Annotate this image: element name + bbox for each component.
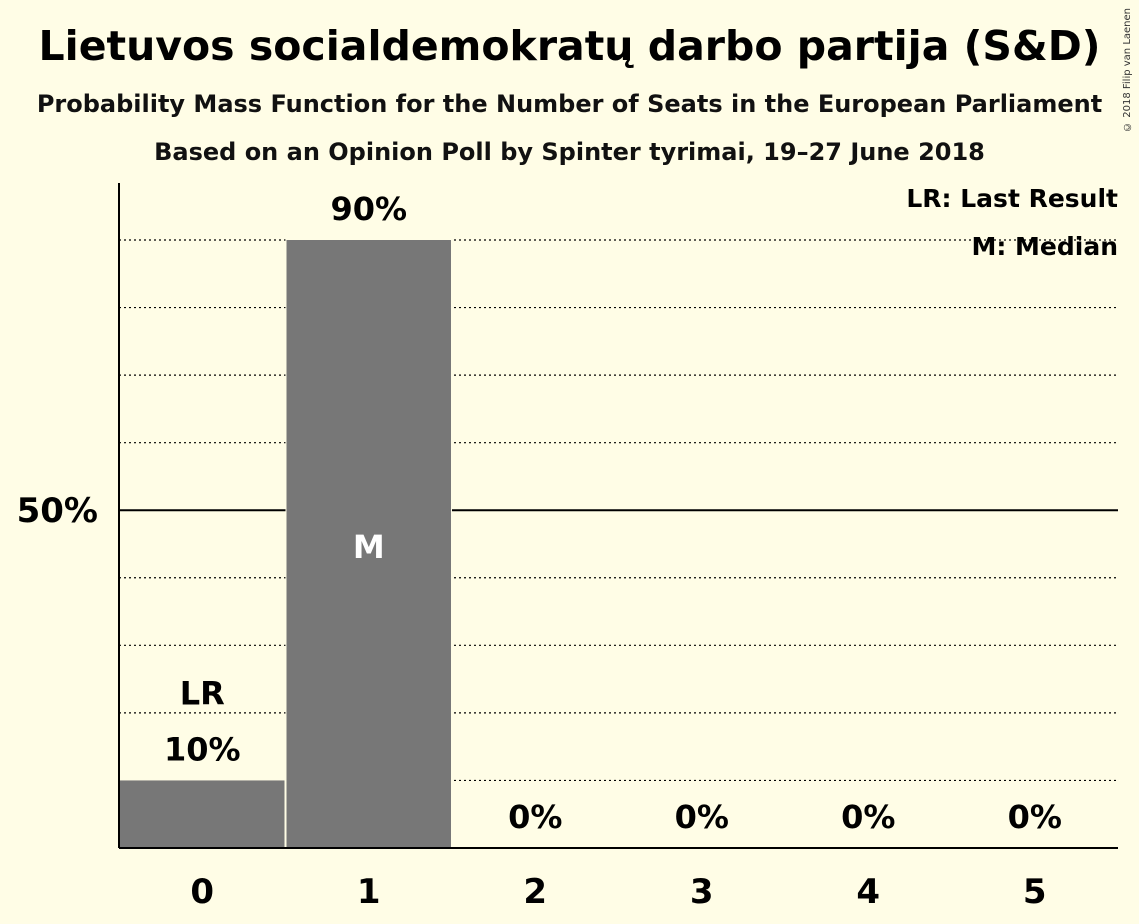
bar bbox=[286, 240, 451, 848]
x-tick-label: 3 bbox=[690, 872, 714, 912]
chart-title: Lietuvos socialdemokratų darbo partija (… bbox=[38, 22, 1101, 70]
y-tick-label: 50% bbox=[17, 491, 98, 531]
last-result-marker: LR bbox=[180, 674, 225, 712]
x-tick-label: 4 bbox=[856, 872, 880, 912]
x-tick-label: 0 bbox=[190, 872, 214, 912]
x-tick-label: 1 bbox=[357, 872, 381, 912]
data-label: 10% bbox=[164, 730, 241, 768]
median-marker: M bbox=[353, 528, 385, 566]
chart-source: Based on an Opinion Poll by Spinter tyri… bbox=[154, 138, 985, 166]
x-tick-label: 5 bbox=[1023, 872, 1047, 912]
data-label: 0% bbox=[675, 798, 729, 836]
x-tick-label: 2 bbox=[523, 872, 547, 912]
legend-median: M: Median bbox=[971, 232, 1118, 261]
chart-subtitle: Probability Mass Function for the Number… bbox=[36, 90, 1103, 118]
data-label: 0% bbox=[841, 798, 895, 836]
data-label: 0% bbox=[1008, 798, 1062, 836]
bar bbox=[120, 780, 285, 848]
data-label: 90% bbox=[330, 190, 407, 228]
legend-last-result: LR: Last Result bbox=[906, 184, 1118, 213]
data-label: 0% bbox=[508, 798, 562, 836]
